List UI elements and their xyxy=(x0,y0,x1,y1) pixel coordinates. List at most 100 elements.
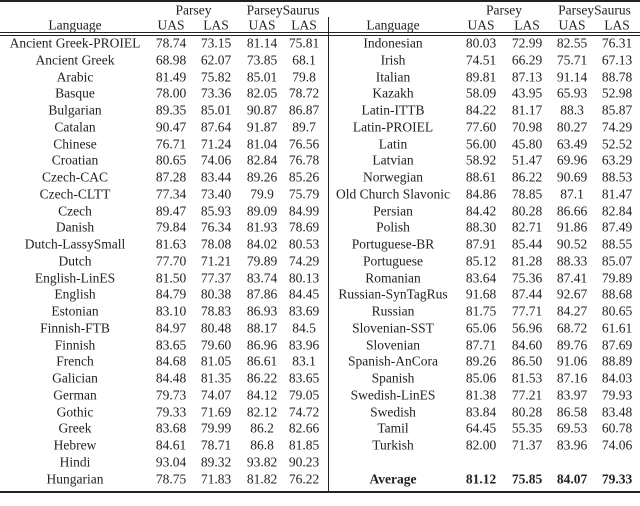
cell-parseysaurus-uas: 81.04 xyxy=(246,135,278,151)
cell-parseysaurus-las: 86.87 xyxy=(288,102,320,118)
cell-parseysaurus-uas: 73.85 xyxy=(246,52,278,67)
cell-parsey-las: 80.38 xyxy=(200,286,232,302)
cell-language: Spanish xyxy=(371,370,415,386)
cell-parsey-uas: 91.68 xyxy=(465,286,497,302)
cell-parsey-uas: 81.50 xyxy=(155,269,187,285)
cell-parseysaurus-las: 83.65 xyxy=(288,370,320,386)
cell-parseysaurus-las: 87.49 xyxy=(601,219,633,235)
cell-parseysaurus-las: 84.03 xyxy=(601,370,633,386)
column-header-uas: UAS xyxy=(157,17,185,33)
cell-parseysaurus-uas: 69.53 xyxy=(556,420,588,436)
cell-parsey-las: 74.07 xyxy=(200,387,232,402)
cell-parsey-uas: 89.26 xyxy=(465,353,497,369)
column-header-language: Language xyxy=(366,17,420,33)
cell-parsey-las: 89.32 xyxy=(200,454,232,469)
cell-parsey-las: 77.37 xyxy=(200,269,232,285)
cell-parseysaurus-las: 79.89 xyxy=(601,269,633,285)
cell-parsey-las: 84.60 xyxy=(511,336,543,352)
average-parseysaurus-las: 79.33 xyxy=(601,470,633,486)
cell-parsey-uas: 84.97 xyxy=(155,320,187,335)
cell-language: English-LinES xyxy=(34,269,116,285)
cell-parsey-uas: 78.74 xyxy=(155,35,187,51)
cell-parseysaurus-uas: 88.3 xyxy=(560,102,584,118)
cell-parsey-las: 79.99 xyxy=(200,420,232,436)
cell-parseysaurus-las: 74.29 xyxy=(288,253,320,268)
cell-parseysaurus-las: 75.81 xyxy=(288,35,320,51)
cell-parsey-uas: 64.45 xyxy=(465,420,497,436)
cell-language: Czech-CAC xyxy=(42,169,108,185)
cell-language: Turkish xyxy=(372,437,414,453)
cell-parsey-las: 78.85 xyxy=(511,186,543,201)
cell-parseysaurus-las: 83.1 xyxy=(292,353,316,369)
cell-parsey-uas: 79.73 xyxy=(155,387,187,402)
cell-parsey-uas: 85.12 xyxy=(465,253,497,268)
cell-parseysaurus-las: 78.72 xyxy=(288,85,320,101)
cell-parseysaurus-las: 80.53 xyxy=(288,236,320,252)
cell-parsey-uas: 87.71 xyxy=(465,336,497,352)
average-parsey-uas: 81.12 xyxy=(465,470,497,486)
cell-parsey-las: 81.17 xyxy=(511,102,543,118)
cell-parseysaurus-uas: 68.72 xyxy=(556,320,588,335)
cell-parsey-uas: 58.92 xyxy=(465,152,497,168)
cell-parsey-las: 85.44 xyxy=(511,236,543,252)
cell-parseysaurus-uas: 79.89 xyxy=(246,253,278,268)
cell-parseysaurus-las: 83.48 xyxy=(601,403,633,419)
cell-parsey-las: 77.71 xyxy=(511,303,543,319)
cell-parseysaurus-las: 88.89 xyxy=(601,353,633,369)
cell-language: Czech xyxy=(58,202,92,218)
cell-parsey-uas: 83.64 xyxy=(465,269,497,285)
cell-parsey-las: 43.95 xyxy=(511,85,543,101)
column-header-uas: UAS xyxy=(558,17,586,33)
cell-parsey-uas: 88.30 xyxy=(465,219,497,235)
cell-language: Kazakh xyxy=(372,85,414,101)
cell-parsey-las: 71.24 xyxy=(200,135,232,151)
cell-parsey-las: 82.71 xyxy=(511,219,543,235)
cell-parseysaurus-uas: 83.96 xyxy=(556,437,588,453)
cell-language: Irish xyxy=(380,52,406,67)
cell-parsey-uas: 84.22 xyxy=(465,102,497,118)
cell-language: Romanian xyxy=(365,269,421,285)
cell-parseysaurus-uas: 88.17 xyxy=(246,320,278,335)
cell-parsey-uas: 78.00 xyxy=(155,85,187,101)
cell-parseysaurus-uas: 90.69 xyxy=(556,169,588,185)
cell-parsey-las: 78.08 xyxy=(200,236,232,252)
cell-parseysaurus-uas: 87.86 xyxy=(246,286,278,302)
cell-parsey-uas: 83.68 xyxy=(155,420,187,436)
cell-parseysaurus-uas: 86.22 xyxy=(246,370,278,386)
cell-parseysaurus-las: 80.65 xyxy=(601,303,633,319)
cell-parseysaurus-las: 61.61 xyxy=(601,320,633,335)
group-header-parsey: Parsey xyxy=(486,2,522,18)
cell-parseysaurus-uas: 81.82 xyxy=(246,470,278,486)
cell-parseysaurus-las: 81.47 xyxy=(601,186,633,201)
cell-parseysaurus-las: 76.78 xyxy=(288,152,320,168)
cell-parseysaurus-uas: 84.27 xyxy=(556,303,588,319)
cell-parseysaurus-las: 74.72 xyxy=(288,403,320,419)
cell-parsey-las: 72.99 xyxy=(511,35,543,51)
cell-parsey-uas: 83.84 xyxy=(465,403,497,419)
cell-parsey-las: 87.64 xyxy=(200,119,232,134)
cell-parsey-uas: 81.75 xyxy=(465,303,497,319)
cell-language: Latin xyxy=(378,135,408,151)
cell-parseysaurus-uas: 75.71 xyxy=(556,52,588,67)
cell-parsey-las: 75.36 xyxy=(511,269,543,285)
cell-parsey-uas: 87.28 xyxy=(155,169,187,185)
cell-parsey-uas: 84.48 xyxy=(155,370,187,386)
cell-parsey-uas: 84.79 xyxy=(155,286,187,302)
cell-parsey-las: 75.82 xyxy=(200,68,232,84)
cell-language: Gothic xyxy=(56,403,94,419)
cell-parsey-las: 80.48 xyxy=(200,320,232,335)
cell-parsey-uas: 78.75 xyxy=(155,470,187,486)
cell-language: Ancient Greek xyxy=(35,52,115,67)
cell-parseysaurus-uas: 90.87 xyxy=(246,102,278,118)
cell-parseysaurus-las: 76.56 xyxy=(288,135,320,151)
average-language: Average xyxy=(369,470,417,486)
cell-parseysaurus-las: 80.13 xyxy=(288,269,320,285)
cell-parseysaurus-uas: 86.8 xyxy=(250,437,274,453)
cell-parsey-las: 45.80 xyxy=(511,135,543,151)
cell-parsey-uas: 77.60 xyxy=(465,119,497,134)
cell-parseysaurus-las: 83.96 xyxy=(288,336,320,352)
cell-parseysaurus-uas: 86.96 xyxy=(246,336,278,352)
cell-language: Norwegian xyxy=(363,169,423,185)
cell-parsey-uas: 81.38 xyxy=(465,387,497,402)
cell-parseysaurus-las: 83.69 xyxy=(288,303,320,319)
